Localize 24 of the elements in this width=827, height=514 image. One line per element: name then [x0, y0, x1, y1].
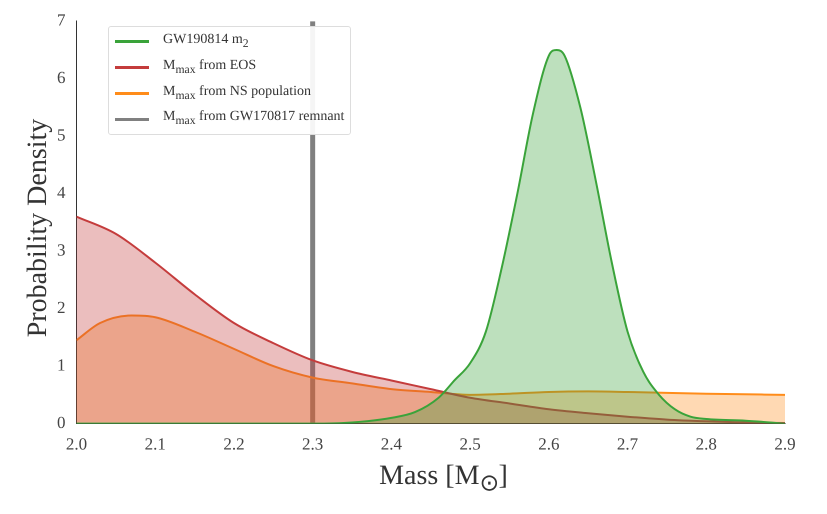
y-tick-label: 5	[57, 126, 66, 145]
x-tick-label: 2.5	[459, 434, 481, 454]
y-tick-label: 3	[57, 240, 66, 260]
y-axis-title: Probability Density	[22, 118, 54, 338]
y-tick-label: 1	[57, 356, 66, 375]
x-tick-label: 2.7	[616, 434, 639, 454]
x-tick-label: 2.2	[223, 434, 245, 454]
y-tick-label: 0	[57, 413, 66, 432]
legend-label: M$_{max}$ from GW170817 remnant	[163, 108, 344, 130]
x-tick-label: 2.3	[302, 434, 324, 454]
x-tick-label: 2.6	[538, 434, 560, 454]
legend-label: M$_{max}$ from NS population	[163, 82, 312, 104]
x-tick-label: 2.1	[144, 434, 166, 454]
legend-label: M$_{max}$ from EOS	[163, 56, 256, 78]
legend-label: GW190814 m$_{2}$	[163, 31, 249, 52]
x-tick-label: 2.4	[380, 434, 403, 454]
y-tick-label: 7	[57, 10, 66, 30]
x-tick-label: 2.9	[774, 434, 796, 454]
y-tick-label: 4	[57, 183, 66, 202]
x-axis-title: Mass [M$_{⊙}$]	[378, 460, 509, 498]
x-tick-label: 2.0	[66, 434, 88, 454]
y-tick-label: 6	[57, 68, 66, 88]
y-tick-label: 2	[57, 298, 66, 318]
x-tick-label: 2.8	[696, 434, 717, 454]
